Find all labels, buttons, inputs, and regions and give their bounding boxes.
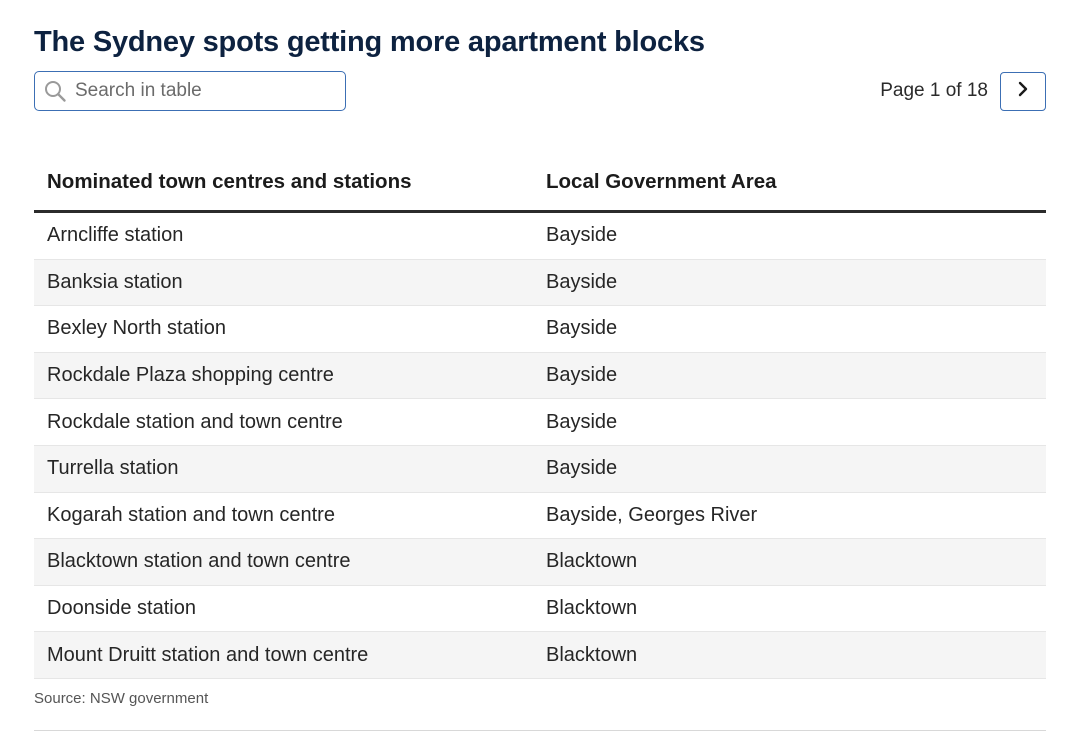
table-row: Mount Druitt station and town centre Bla… [34,631,1046,679]
table-row: Doonside station Blacktown [34,585,1046,633]
column-header-town-centre[interactable]: Nominated town centres and stations [34,154,533,213]
page-indicator: Page 1 of 18 [880,80,988,101]
table-cell: Bexley North station [34,305,533,353]
table-cell: Banksia station [34,259,533,307]
table-cell: Bayside [533,259,1046,307]
table-cell: Blacktown station and town centre [34,538,533,586]
table-cell: Bayside [533,352,1046,400]
table-cell: Arncliffe station [34,211,533,260]
search-input[interactable] [75,80,335,102]
table-cell: Doonside station [34,585,533,633]
table-cell: Bayside [533,305,1046,353]
table-cell: Bayside [533,398,1046,446]
table-cell: Mount Druitt station and town centre [34,631,533,679]
column-header-lga[interactable]: Local Government Area [533,154,1046,213]
table-row: Arncliffe station Bayside [34,211,1046,260]
search-icon [35,72,75,110]
table-cell: Bayside, Georges River [533,492,1046,540]
table-row: Turrella station Bayside [34,445,1046,493]
table-cell: Bayside [533,445,1046,493]
table-row: Kogarah station and town centre Bayside,… [34,492,1046,540]
divider [34,730,1046,731]
table-cell: Kogarah station and town centre [34,492,533,540]
table-cell: Rockdale Plaza shopping centre [34,352,533,400]
table-cell: Blacktown [533,585,1046,633]
next-page-button[interactable] [1000,71,1046,111]
table-cell: Rockdale station and town centre [34,398,533,446]
table-cell: Bayside [533,211,1046,260]
data-table: Nominated town centres and stations Loca… [34,154,1046,679]
search-box[interactable] [34,71,346,111]
page-title: The Sydney spots getting more apartment … [34,26,705,58]
table-header-row: Nominated town centres and stations Loca… [34,154,1046,213]
table-row: Banksia station Bayside [34,259,1046,307]
chevron-right-icon [1016,81,1030,102]
table-row: Bexley North station Bayside [34,305,1046,353]
table-cell: Blacktown [533,538,1046,586]
table-cell: Blacktown [533,631,1046,679]
source-note: Source: NSW government [34,690,209,707]
pagination: Page 1 of 18 [880,71,1046,111]
table-row: Rockdale station and town centre Bayside [34,398,1046,446]
table-row: Rockdale Plaza shopping centre Bayside [34,352,1046,400]
table-controls: Page 1 of 18 [34,71,1046,113]
table-cell: Turrella station [34,445,533,493]
table-widget: The Sydney spots getting more apartment … [34,22,1046,679]
table-row: Blacktown station and town centre Blackt… [34,538,1046,586]
